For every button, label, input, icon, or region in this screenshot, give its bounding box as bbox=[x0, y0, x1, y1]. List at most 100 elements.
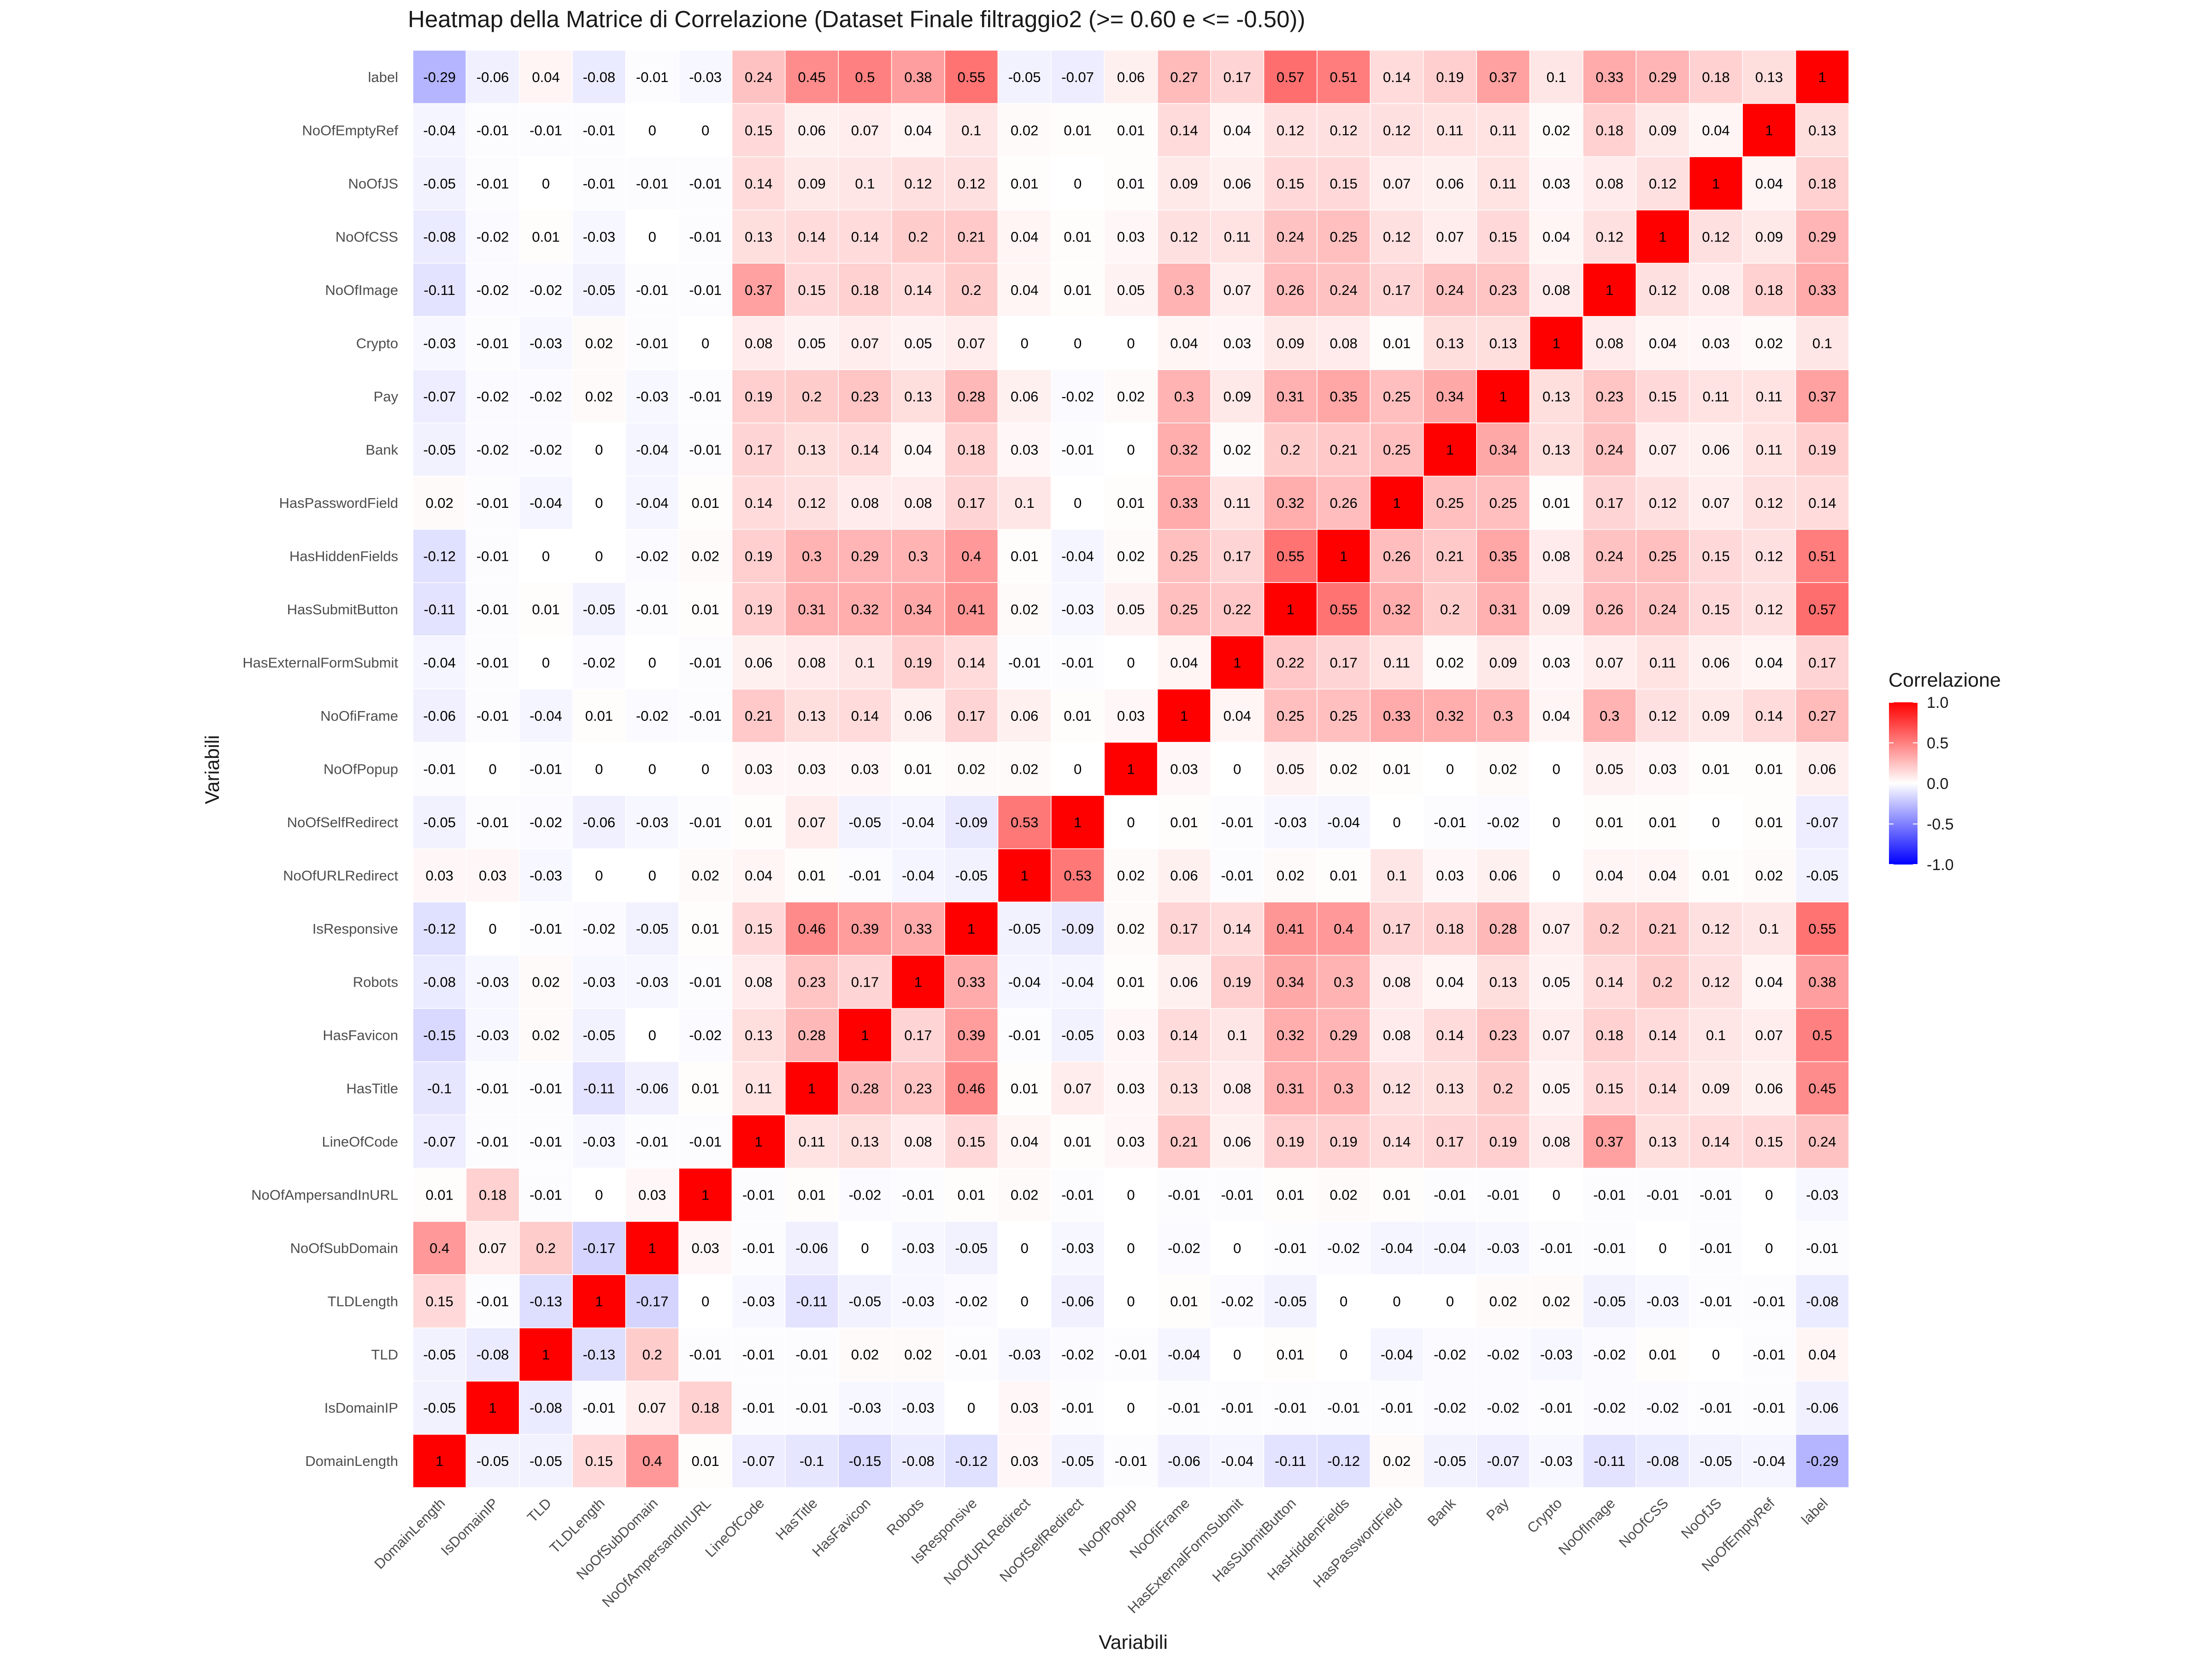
heatmap-cell bbox=[625, 795, 679, 849]
cell-value-label: 0.09 bbox=[1755, 229, 1783, 245]
heatmap-cell bbox=[1635, 1221, 1690, 1275]
cell-value-label: 0.28 bbox=[798, 1027, 825, 1043]
heatmap-cell bbox=[465, 1008, 520, 1062]
heatmap-cell bbox=[1795, 1061, 1849, 1116]
cell-value-label: 0.1 bbox=[1387, 868, 1406, 884]
heatmap-cell bbox=[1051, 369, 1105, 424]
heatmap-cell bbox=[944, 1274, 999, 1329]
heatmap-cell bbox=[625, 1008, 679, 1062]
heatmap-cell bbox=[1263, 688, 1318, 743]
cell-value-label: 0.2 bbox=[1653, 974, 1673, 990]
cell-value-label: 0.1 bbox=[855, 176, 875, 192]
cell-value-label: 0.01 bbox=[532, 601, 559, 618]
heatmap-cell bbox=[1051, 1114, 1105, 1169]
cell-value-label: 0 bbox=[1127, 1400, 1135, 1416]
cell-value-label: 0.08 bbox=[904, 1134, 932, 1150]
cell-value-label: 0.09 bbox=[798, 176, 825, 192]
cell-value-label: 0.01 bbox=[1011, 1081, 1038, 1097]
cell-value-label: 0.01 bbox=[692, 921, 719, 937]
heatmap-cell bbox=[785, 1274, 839, 1329]
heatmap-cell bbox=[1317, 848, 1371, 903]
cell-value-label: -0.29 bbox=[423, 69, 456, 85]
cell-value-label: 0.04 bbox=[1436, 974, 1464, 990]
heatmap-cell bbox=[1583, 369, 1637, 424]
cell-value-label: 0.46 bbox=[958, 1081, 985, 1097]
heatmap-cell bbox=[1051, 955, 1105, 1009]
heatmap-cell bbox=[1795, 1168, 1849, 1222]
cell-value-label: -0.06 bbox=[1061, 1294, 1094, 1310]
cell-value-label: -0.01 bbox=[636, 601, 669, 618]
heatmap-cell bbox=[1157, 688, 1211, 743]
heatmap-cell bbox=[785, 263, 839, 317]
cell-value-label: 1 bbox=[808, 1081, 816, 1097]
heatmap-cell bbox=[412, 263, 467, 317]
heatmap-cell bbox=[1317, 901, 1371, 956]
heatmap-cell bbox=[519, 50, 573, 104]
heatmap-cell bbox=[1583, 316, 1637, 370]
cell-value-label: 0.12 bbox=[1649, 282, 1677, 298]
cell-value-label: 0.03 bbox=[1649, 761, 1677, 777]
cell-value-label: 0 bbox=[1553, 761, 1560, 777]
cell-value-label: 1 bbox=[1180, 708, 1188, 724]
cell-value-label: 0.2 bbox=[961, 282, 981, 298]
cell-value-label: 0.04 bbox=[904, 441, 932, 458]
cell-value-label: -0.08 bbox=[423, 974, 456, 990]
cell-value-label: 0.03 bbox=[1702, 335, 1730, 351]
heatmap-cell bbox=[1583, 795, 1637, 849]
cell-value-label: 0.12 bbox=[1702, 229, 1730, 245]
cell-value-label: 0.11 bbox=[1224, 229, 1251, 245]
heatmap-cell bbox=[1210, 1061, 1265, 1116]
y-tick-label: Crypto bbox=[356, 335, 398, 351]
cell-value-label: 0.11 bbox=[1649, 654, 1676, 671]
cell-value-label: 0.2 bbox=[1440, 601, 1460, 618]
cell-value-label: -0.01 bbox=[477, 1081, 509, 1097]
cell-value-label: 0.32 bbox=[1436, 708, 1464, 724]
heatmap-cell bbox=[1795, 156, 1849, 211]
cell-value-label: -0.01 bbox=[1753, 1400, 1786, 1416]
heatmap-cell bbox=[1370, 1061, 1424, 1116]
heatmap-cell bbox=[997, 955, 1052, 1009]
cell-value-label: 0.03 bbox=[798, 761, 825, 777]
heatmap-cell bbox=[1370, 422, 1424, 477]
cell-value-label: 0.31 bbox=[1489, 601, 1517, 618]
y-tick-label: NoOfiFrame bbox=[320, 708, 398, 724]
heatmap-cell bbox=[1529, 1168, 1583, 1222]
heatmap-cell bbox=[1689, 529, 1743, 583]
cell-value-label: 0.13 bbox=[1808, 122, 1836, 138]
heatmap-cell bbox=[944, 955, 999, 1009]
heatmap-cell bbox=[572, 209, 626, 264]
cell-value-label: 0.01 bbox=[904, 761, 932, 777]
cell-value-label: -0.04 bbox=[1061, 974, 1094, 990]
heatmap-cell bbox=[997, 1168, 1052, 1222]
heatmap-cell bbox=[1635, 103, 1690, 157]
heatmap-cell bbox=[1689, 635, 1743, 689]
cell-value-label: 0.07 bbox=[1755, 1027, 1783, 1043]
cell-value-label: 0.05 bbox=[1117, 282, 1145, 298]
heatmap-cell bbox=[731, 1274, 786, 1329]
cell-value-label: 1 bbox=[701, 1187, 709, 1203]
cell-value-label: -0.03 bbox=[902, 1240, 935, 1256]
heatmap-cell bbox=[1635, 1061, 1690, 1116]
cell-value-label: 0 bbox=[1553, 868, 1560, 884]
heatmap-cell bbox=[1689, 1327, 1743, 1382]
heatmap-cell bbox=[1742, 369, 1796, 424]
cell-value-label: -0.17 bbox=[583, 1240, 616, 1256]
cell-value-label: -0.06 bbox=[636, 1081, 669, 1097]
heatmap-cell bbox=[997, 1008, 1052, 1062]
heatmap-cell bbox=[625, 369, 679, 424]
heatmap-cell bbox=[891, 795, 945, 849]
cell-value-label: 0.07 bbox=[1064, 1081, 1091, 1097]
cell-value-label: -0.01 bbox=[477, 548, 509, 564]
heatmap-cell bbox=[944, 901, 999, 956]
cell-value-label: 0.14 bbox=[1170, 1027, 1198, 1043]
cell-value-label: 0.02 bbox=[1117, 548, 1145, 564]
y-tick-label: DomainLength bbox=[305, 1453, 398, 1469]
cell-value-label: 0.04 bbox=[1542, 229, 1570, 245]
cell-value-label: -0.01 bbox=[689, 388, 722, 405]
cell-value-label: 0.13 bbox=[745, 1027, 772, 1043]
heatmap-cell bbox=[891, 1221, 945, 1275]
cell-value-label: 0.33 bbox=[1383, 708, 1411, 724]
cell-value-label: 0.55 bbox=[1808, 921, 1836, 937]
cell-value-label: 0.02 bbox=[904, 1347, 932, 1363]
cell-value-label: 0.33 bbox=[1170, 495, 1198, 511]
